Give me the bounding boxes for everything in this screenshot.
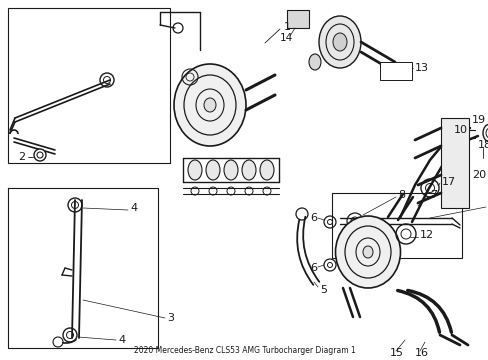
Text: 17: 17 [441, 177, 455, 187]
Text: 6: 6 [309, 263, 316, 273]
Ellipse shape [203, 98, 216, 112]
Ellipse shape [260, 160, 273, 180]
Text: 9: 9 [487, 200, 488, 210]
Ellipse shape [332, 33, 346, 51]
Ellipse shape [187, 160, 202, 180]
Text: 1: 1 [284, 22, 290, 32]
Ellipse shape [335, 216, 400, 288]
Text: 2: 2 [18, 152, 25, 162]
Ellipse shape [308, 54, 320, 70]
Text: 2020 Mercedes-Benz CLS53 AMG Turbocharger Diagram 1: 2020 Mercedes-Benz CLS53 AMG Turbocharge… [133, 346, 355, 355]
Bar [331, 193, 461, 258]
Text: 5: 5 [319, 285, 326, 295]
Bar [379, 62, 411, 80]
Text: 19: 19 [471, 115, 485, 125]
Bar [440, 118, 468, 208]
Circle shape [34, 149, 46, 161]
Text: 3: 3 [167, 313, 174, 323]
Text: 20: 20 [471, 170, 485, 180]
Text: 14: 14 [280, 33, 293, 43]
Ellipse shape [242, 160, 256, 180]
Text: 8: 8 [397, 190, 404, 200]
Text: 16: 16 [414, 348, 428, 358]
Text: 6: 6 [309, 213, 316, 223]
Ellipse shape [318, 16, 360, 68]
Text: 7: 7 [429, 190, 436, 200]
Ellipse shape [224, 160, 238, 180]
Text: 4: 4 [130, 203, 137, 213]
Bar [286, 10, 308, 28]
Ellipse shape [362, 246, 372, 258]
Bar [8, 8, 170, 163]
Ellipse shape [205, 160, 220, 180]
Text: 12: 12 [419, 230, 433, 240]
Text: 13: 13 [414, 63, 428, 73]
Ellipse shape [174, 64, 245, 146]
Text: 15: 15 [389, 348, 403, 358]
Text: 18: 18 [477, 140, 488, 150]
Text: 4: 4 [118, 335, 125, 345]
Text: 10: 10 [453, 125, 467, 135]
